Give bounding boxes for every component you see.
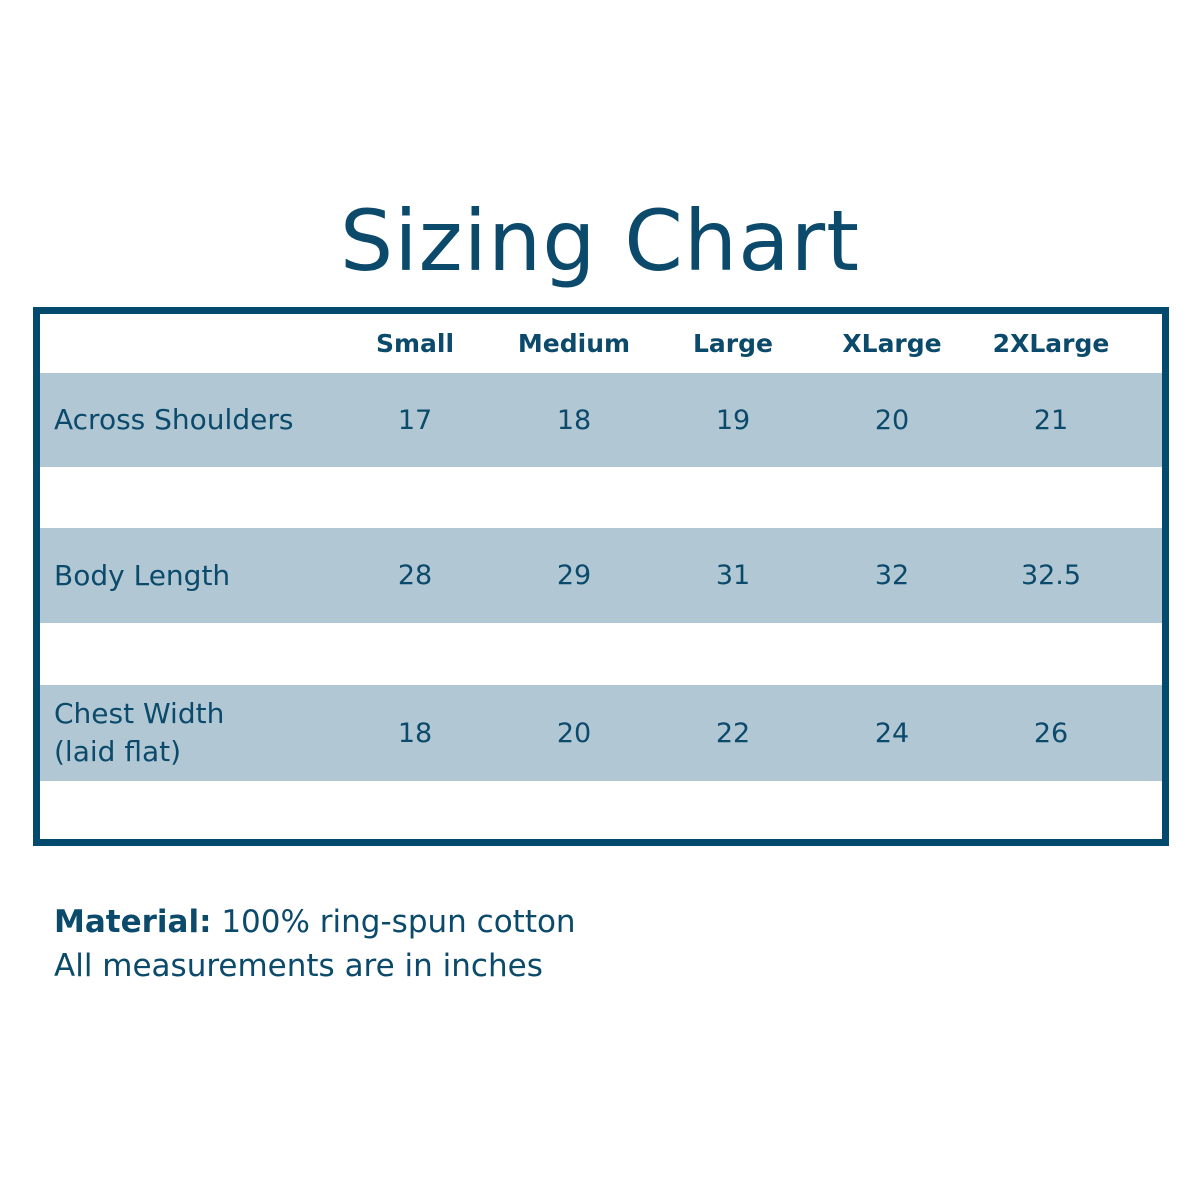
- units-note: All measurements are in inches: [54, 948, 543, 984]
- table-cell: 20: [874, 404, 910, 436]
- row-label: Chest Width (laid flat): [54, 685, 224, 781]
- row-label: Body Length: [54, 558, 231, 592]
- column-header: 2XLarge: [992, 329, 1110, 358]
- table-row: Chest Width (laid flat) 18 20 22 24 26: [40, 685, 1162, 781]
- column-header: Medium: [517, 329, 631, 358]
- table-cell: 19: [715, 404, 751, 436]
- table-cell: 21: [1033, 404, 1069, 436]
- row-label: Across Shoulders: [54, 403, 294, 436]
- row-label-line1: Chest Width: [54, 697, 225, 730]
- column-header: Large: [693, 329, 773, 358]
- column-header: XLarge: [842, 329, 942, 358]
- table-cell: 32: [874, 560, 910, 591]
- table-cell: 17: [397, 404, 433, 436]
- sizing-table: Small Medium Large XLarge 2XLarge Across…: [33, 307, 1169, 846]
- material-label: Material:: [54, 904, 212, 940]
- material-note: Material: 100% ring-spun cotton: [54, 900, 576, 944]
- table-cell: 29: [556, 560, 592, 591]
- column-header: Small: [375, 329, 455, 358]
- table-row: Body Length 28 29 31 32 32.5: [40, 528, 1162, 623]
- notes: Material: 100% ring-spun cotton All meas…: [54, 900, 576, 988]
- page-title: Sizing Chart: [339, 192, 861, 290]
- table-cell: 32.5: [1020, 560, 1082, 591]
- material-value: 100% ring-spun cotton: [211, 904, 576, 940]
- table-cell: 20: [556, 717, 592, 749]
- row-label-line2: (laid flat): [54, 735, 182, 768]
- table-header-row: Small Medium Large XLarge 2XLarge: [40, 314, 1162, 373]
- table-cell: 18: [556, 404, 592, 436]
- table-cell: 22: [715, 717, 751, 749]
- table-cell: 24: [874, 717, 910, 749]
- table-cell: 26: [1033, 717, 1069, 749]
- table-cell: 31: [715, 560, 751, 591]
- table-cell: 28: [397, 560, 433, 591]
- table-row: Across Shoulders 17 18 19 20 21: [40, 373, 1162, 467]
- table-cell: 18: [397, 717, 433, 749]
